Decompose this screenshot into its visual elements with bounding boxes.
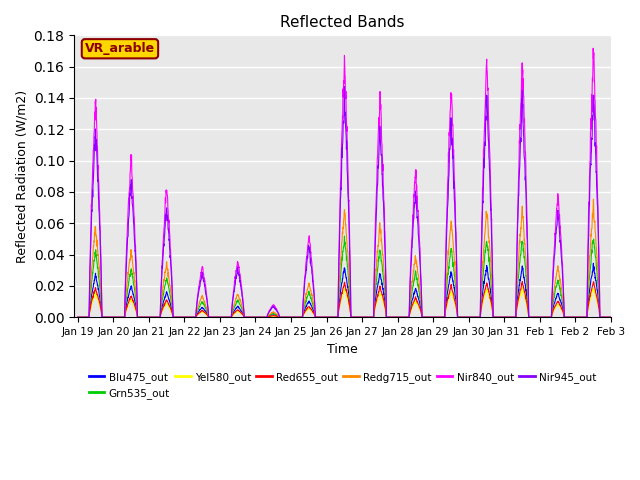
- Blu475_out: [223, 314, 230, 320]
- Line: Grn535_out: Grn535_out: [77, 236, 611, 317]
- Grn535_out: [223, 314, 230, 320]
- Nir840_out: [360, 314, 367, 320]
- Blu475_out: [371, 300, 379, 305]
- Blu475_out: [589, 260, 597, 266]
- Red655_out: [74, 314, 81, 320]
- Grn535_out: [74, 314, 81, 320]
- Yel580_out: [575, 314, 582, 320]
- Yel580_out: [607, 314, 615, 320]
- Redg715_out: [589, 196, 597, 202]
- Redg715_out: [371, 281, 379, 287]
- Red655_out: [575, 314, 582, 320]
- Line: Redg715_out: Redg715_out: [77, 199, 611, 317]
- Redg715_out: [607, 314, 615, 320]
- Nir840_out: [589, 46, 597, 51]
- Nir945_out: [74, 314, 81, 320]
- Yel580_out: [518, 284, 526, 290]
- Yel580_out: [499, 314, 507, 320]
- Redg715_out: [575, 314, 582, 320]
- Red655_out: [499, 314, 507, 320]
- Nir945_out: [340, 84, 348, 90]
- Yel580_out: [74, 314, 81, 320]
- Line: Nir945_out: Nir945_out: [77, 87, 611, 317]
- Line: Red655_out: Red655_out: [77, 282, 611, 317]
- Red655_out: [360, 314, 367, 320]
- Red655_out: [223, 314, 230, 320]
- Blu475_out: [560, 311, 568, 316]
- Nir840_out: [607, 314, 615, 320]
- Nir840_out: [74, 314, 81, 320]
- Nir945_out: [560, 304, 568, 310]
- Line: Yel580_out: Yel580_out: [77, 287, 611, 317]
- Y-axis label: Reflected Radiation (W/m2): Reflected Radiation (W/m2): [15, 90, 28, 263]
- Nir840_out: [371, 232, 379, 238]
- Redg715_out: [74, 314, 81, 320]
- Nir840_out: [223, 314, 230, 320]
- Blu475_out: [74, 314, 81, 320]
- Blu475_out: [575, 314, 582, 320]
- Legend: Blu475_out, Grn535_out, Yel580_out, Red655_out, Redg715_out, Nir840_out, Nir945_: Blu475_out, Grn535_out, Yel580_out, Red6…: [84, 368, 600, 403]
- Grn535_out: [499, 314, 507, 320]
- Nir840_out: [499, 314, 507, 320]
- Line: Nir840_out: Nir840_out: [77, 48, 611, 317]
- Redg715_out: [560, 307, 568, 312]
- Red655_out: [607, 314, 615, 320]
- Redg715_out: [223, 314, 230, 320]
- Nir945_out: [499, 314, 507, 320]
- Nir945_out: [607, 314, 615, 320]
- Yel580_out: [223, 314, 230, 320]
- Nir840_out: [560, 295, 568, 300]
- Blu475_out: [499, 314, 507, 320]
- Nir840_out: [575, 314, 582, 320]
- Title: Reflected Bands: Reflected Bands: [280, 15, 404, 30]
- Yel580_out: [560, 313, 568, 319]
- Grn535_out: [371, 288, 379, 294]
- Grn535_out: [340, 233, 348, 239]
- Blu475_out: [360, 314, 367, 320]
- Yel580_out: [371, 306, 379, 312]
- Redg715_out: [499, 314, 507, 320]
- Grn535_out: [360, 314, 367, 320]
- Yel580_out: [360, 314, 367, 320]
- Line: Blu475_out: Blu475_out: [77, 263, 611, 317]
- Red655_out: [560, 313, 568, 319]
- Redg715_out: [360, 314, 367, 320]
- X-axis label: Time: Time: [327, 343, 358, 356]
- Text: VR_arable: VR_arable: [85, 42, 155, 55]
- Grn535_out: [607, 314, 615, 320]
- Grn535_out: [575, 314, 582, 320]
- Nir945_out: [371, 241, 379, 247]
- Nir945_out: [575, 314, 582, 320]
- Nir945_out: [360, 314, 367, 320]
- Nir945_out: [223, 314, 230, 320]
- Blu475_out: [607, 314, 615, 320]
- Grn535_out: [560, 311, 568, 316]
- Red655_out: [371, 304, 379, 310]
- Red655_out: [518, 279, 526, 285]
